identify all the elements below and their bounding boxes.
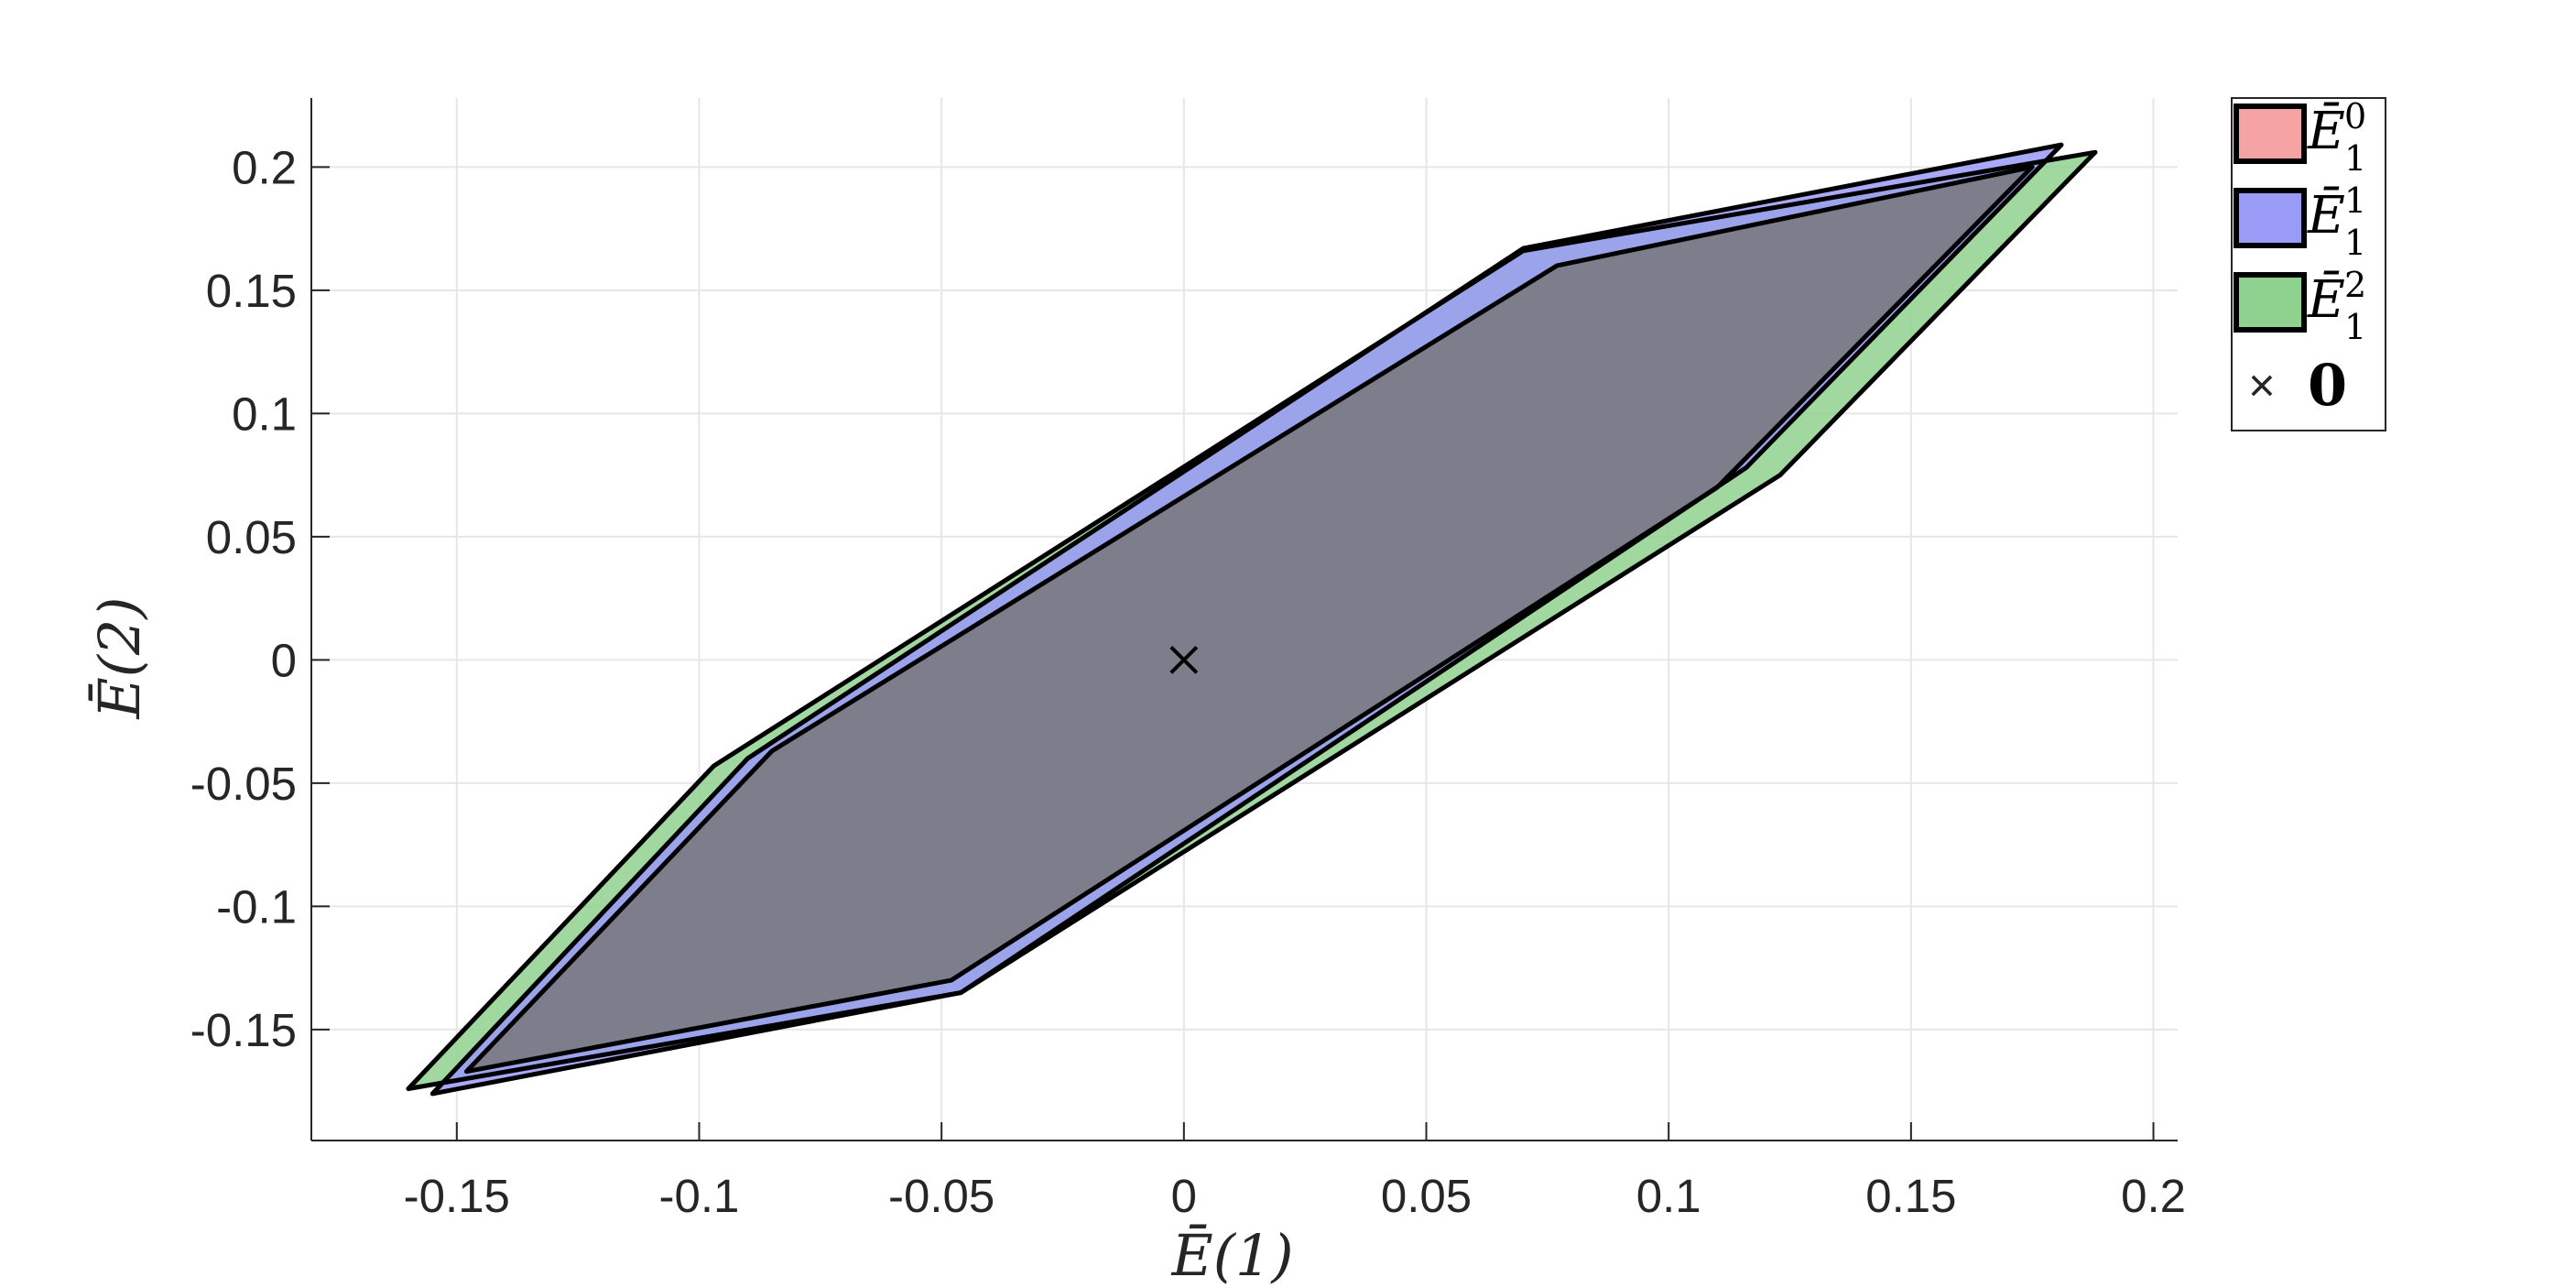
series-outline-0: [463, 164, 2035, 1075]
legend-sup-0: 0: [2344, 96, 2366, 136]
legend: Ē 01Ē 11Ē 21× 0: [2231, 96, 2386, 431]
x-tick-label: -0.15: [404, 1170, 510, 1222]
x-tick-label: 0.15: [1865, 1170, 1956, 1222]
legend-label-0: Ē: [2307, 102, 2345, 161]
tick-labels: -0.15 -0.1 -0.05 0 0.05 0.1 0.15 0.2 -0.15 -0.1 -0…: [190, 141, 2186, 1222]
legend-sup-2: 2: [2344, 265, 2366, 305]
y-tick-label: 0: [271, 634, 297, 686]
series-outline-1: [429, 142, 2064, 1097]
x-axis-label: Ē(1): [1170, 1222, 1293, 1288]
series-polygons: [406, 142, 2098, 1097]
legend-marker-label: 0: [2308, 352, 2347, 419]
x-tick-label: 0: [1171, 1170, 1197, 1222]
x-tick-label: -0.1: [659, 1170, 740, 1222]
x-tick-label: -0.05: [888, 1170, 995, 1222]
legend-sub-0: 1: [2344, 138, 2366, 179]
legend-swatch-0: [2234, 104, 2307, 164]
y-axis-label: Ē(2): [86, 596, 153, 719]
y-tick-label: -0.1: [216, 880, 297, 933]
legend-swatch-1: [2234, 188, 2307, 248]
origin-marker-stroke: [1169, 645, 1199, 674]
legend-sub-2: 1: [2344, 307, 2366, 347]
y-tick-label: 0.1: [232, 387, 297, 440]
y-tick-label: -0.05: [190, 758, 297, 810]
origin-marker: [1169, 645, 1199, 674]
legend-sup-1: 1: [2344, 180, 2366, 221]
legend-marker-symbol: ×: [2248, 359, 2276, 411]
legend-swatch-2: [2234, 272, 2307, 333]
legend-sub-1: 1: [2344, 223, 2366, 263]
y-tick-label: 0.05: [206, 511, 297, 563]
y-tick-label: 0.2: [232, 141, 297, 193]
legend-label-2: Ē: [2307, 270, 2345, 330]
y-tick-label: -0.15: [190, 1004, 297, 1056]
y-tick-label: 0.15: [206, 265, 297, 317]
axes: [310, 98, 2178, 1141]
x-tick-label: 0.1: [1636, 1170, 1701, 1222]
overlap-region: [466, 167, 2033, 1072]
legend-label-1: Ē: [2307, 186, 2345, 246]
x-tick-label: 0.05: [1381, 1170, 1472, 1222]
x-tick-label: 0.2: [2121, 1170, 2186, 1222]
